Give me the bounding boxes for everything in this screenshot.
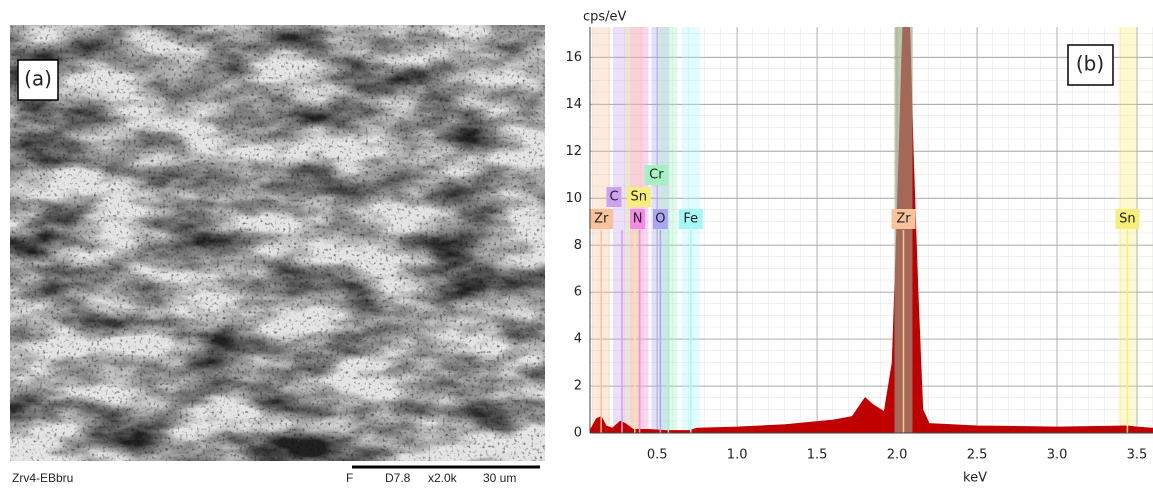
marker-label: Cr xyxy=(649,168,664,183)
marker-label-box xyxy=(891,209,916,229)
y-tick-label: 16 xyxy=(565,50,582,65)
marker-label-box xyxy=(630,209,646,229)
y-tick-label: 10 xyxy=(565,191,582,206)
x-tick-label: 3.5 xyxy=(1127,448,1148,463)
x-tick-label: 2.5 xyxy=(967,448,988,463)
x-tick-label: 0.5 xyxy=(647,448,668,463)
caption-scale: 30 um xyxy=(483,471,516,485)
caption-distance: D7.8 xyxy=(385,471,411,485)
x-tick-label: 1.5 xyxy=(807,448,828,463)
marker-label-box xyxy=(606,187,622,207)
caption-mode: F xyxy=(346,471,353,485)
spectrum-panel: cps/eV keV 0 2 4 6 8 10 12 14 16 0.5 1.0 1.5 2.0 2.5 3… xyxy=(565,10,1153,486)
marker-label: Sn xyxy=(1119,212,1136,227)
caption-magnification: x2.0k xyxy=(428,471,458,485)
spectrum-area xyxy=(590,27,1153,433)
x-tick-label: 3.0 xyxy=(1047,448,1068,463)
marker-label: N xyxy=(633,212,643,227)
y-tick-label: 2 xyxy=(574,379,582,394)
marker-label: Zr xyxy=(896,212,911,227)
marker-label-box xyxy=(589,209,614,229)
marker-label: O xyxy=(655,212,665,227)
y-tick-label: 8 xyxy=(574,238,582,253)
marker-label: Sn xyxy=(631,190,648,205)
panel-label: (a) xyxy=(24,67,52,91)
y-tick-label: 12 xyxy=(565,144,582,159)
panel-label: (b) xyxy=(1076,52,1104,76)
marker-label-box xyxy=(652,209,668,229)
marker-label: C xyxy=(609,190,618,205)
x-tick-label: 2.0 xyxy=(887,448,908,463)
marker-label-box xyxy=(644,165,669,185)
marker-label: Fe xyxy=(683,212,698,227)
caption: Zrv4-EBbru xyxy=(12,471,73,485)
y-tick-label: 6 xyxy=(574,285,582,300)
sem-panel: (a) Zrv4-EBbru F D7.8 x2.0k 30 um xyxy=(10,25,545,485)
panel-label-box xyxy=(17,59,59,101)
x-axis-label: keV xyxy=(963,471,987,486)
y-tick-label: 4 xyxy=(574,332,582,347)
sem-particles xyxy=(10,25,545,461)
y-axis-label: cps/eV xyxy=(583,10,627,25)
x-tick-label: 1.0 xyxy=(727,448,748,463)
marker-label: Zr xyxy=(594,212,609,227)
panel-label-box xyxy=(1067,44,1114,86)
y-tick-label: 0 xyxy=(574,426,582,441)
minor-grid xyxy=(590,27,1153,433)
marker-label-box xyxy=(678,209,703,229)
y-tick-label: 14 xyxy=(565,97,582,112)
marker-label-box xyxy=(1115,209,1140,229)
marker-label-box xyxy=(626,187,651,207)
